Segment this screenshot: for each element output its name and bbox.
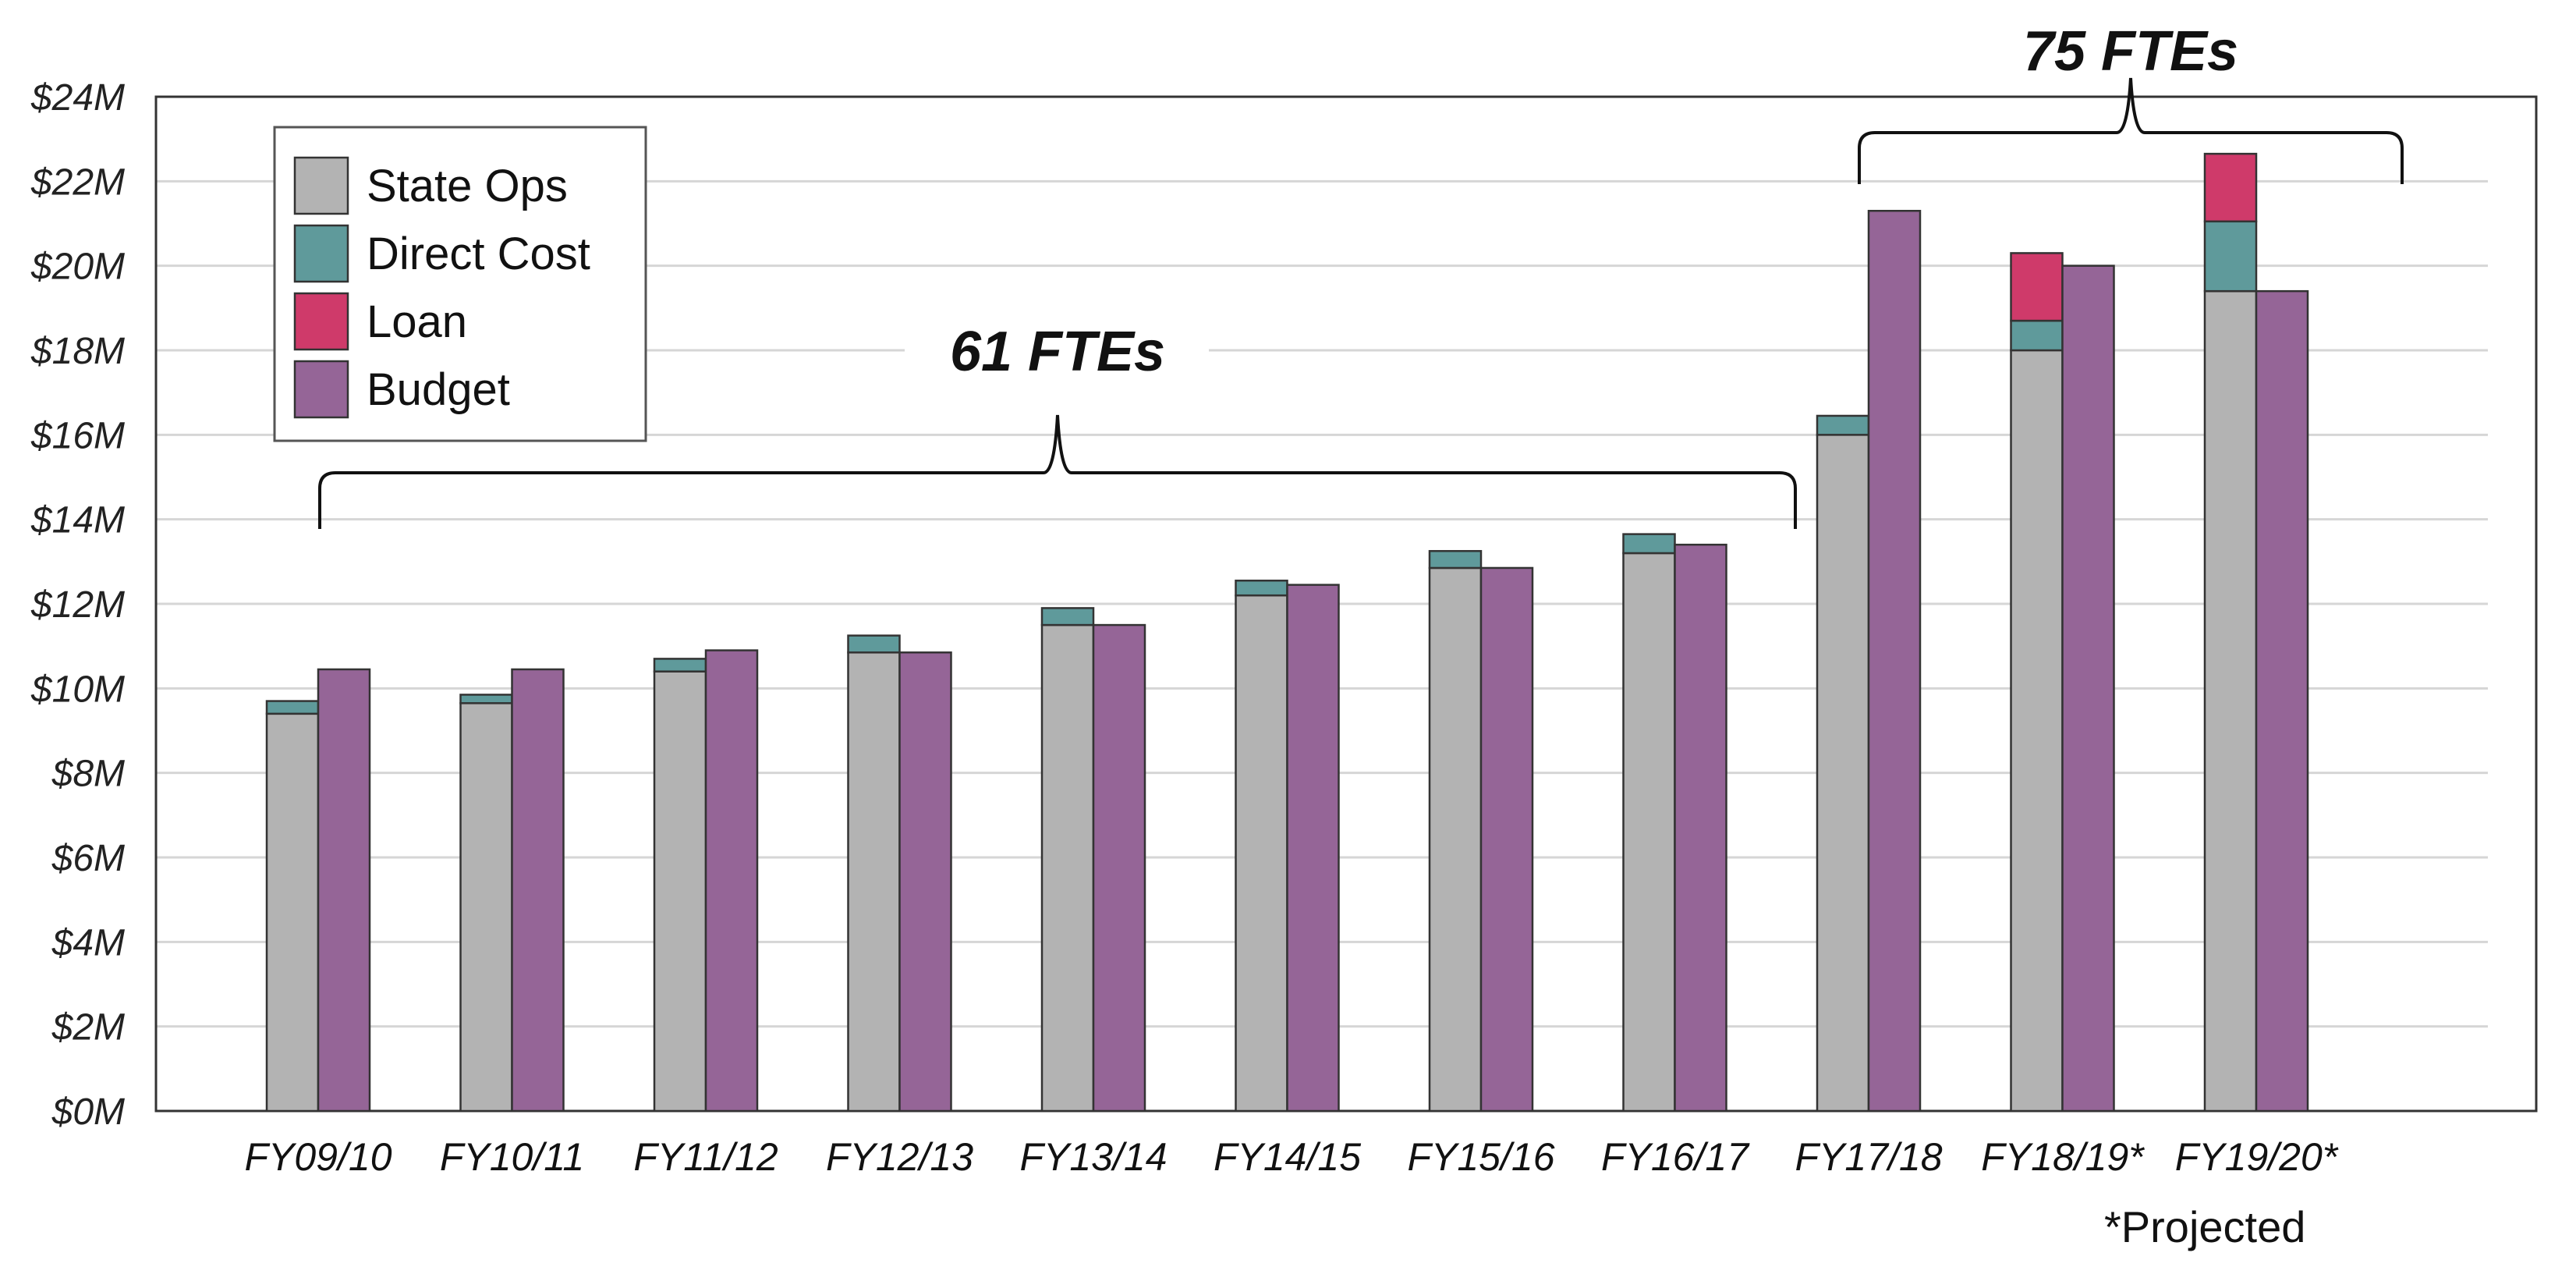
bar-budget (2061, 264, 2115, 1113)
bar-budget (1286, 584, 1340, 1113)
y-tick-label: $0M (51, 1091, 125, 1133)
legend-swatch-budget (293, 360, 349, 419)
bar-direct-cost (1428, 550, 1483, 570)
bar-budget (1674, 543, 1727, 1113)
bar-state-ops (1622, 552, 1676, 1113)
footnote-projected: *Projected (2104, 1202, 2305, 1251)
legend-swatch-loan (293, 292, 349, 351)
bracket-61-ftes-shape (318, 414, 1797, 529)
legend: State Ops Direct Cost Loan Budget (273, 126, 647, 442)
bar-direct-cost (2203, 220, 2258, 293)
bar-state-ops (1235, 594, 1288, 1113)
bracket-75-ftes-label: 75 FTEs (2023, 20, 2238, 83)
legend-label-budget: Budget (367, 364, 510, 415)
y-tick-label: $8M (51, 754, 125, 795)
y-tick-label: $10M (30, 669, 125, 710)
bracket-75-ftes-shape (1858, 77, 2404, 184)
y-tick-label: $14M (30, 500, 125, 541)
bar-loan (2010, 252, 2064, 322)
y-axis-ticks: $0M $2M $4M $6M $8M $10M $12M $14M $16M $18M $20M $… (30, 77, 125, 1133)
bar-direct-cost (2010, 319, 2064, 352)
x-tick-label: FY10/11 (440, 1135, 584, 1179)
label-mask (905, 316, 1209, 386)
x-tick-label: FY19/20* (2175, 1135, 2339, 1179)
bar-budget (317, 668, 371, 1113)
bar-state-ops (653, 670, 707, 1113)
y-tick-label: $18M (30, 331, 125, 372)
bar-budget (2255, 289, 2309, 1113)
legend-label-state-ops: State Ops (367, 161, 568, 211)
bars (265, 152, 2309, 1113)
bar-direct-cost (1235, 579, 1288, 597)
y-tick-label: $6M (51, 838, 125, 879)
bar-state-ops (1040, 623, 1095, 1113)
y-tick-label: $20M (30, 247, 125, 288)
bar-direct-cost (265, 700, 320, 715)
fte-brackets: 61 FTEs 75 FTEs (318, 20, 2404, 529)
y-tick-label: $22M (30, 161, 125, 203)
y-tick-label: $24M (30, 77, 125, 119)
bar-state-ops (2203, 289, 2258, 1113)
x-axis-ticks: FY09/10 FY10/11 FY11/12 FY12/13 FY13/14 FY14/… (244, 1135, 2338, 1179)
bar-state-ops (459, 702, 513, 1113)
bar-state-ops (2010, 349, 2064, 1113)
y-tick-label: $4M (51, 922, 125, 964)
x-tick-label: FY12/13 (826, 1135, 973, 1179)
x-tick-label: FY11/12 (633, 1135, 778, 1179)
bar-state-ops (1428, 566, 1483, 1113)
legend-label-direct-cost: Direct Cost (367, 229, 590, 279)
y-tick-label: $12M (30, 584, 125, 626)
bar-budget (704, 649, 759, 1113)
x-tick-label: FY09/10 (244, 1135, 392, 1179)
bar-direct-cost (1816, 414, 1870, 436)
bar-loan (2203, 152, 2258, 223)
bar-state-ops (1816, 434, 1870, 1113)
legend-label-loan: Loan (367, 296, 467, 347)
x-tick-label: FY15/16 (1407, 1135, 1554, 1179)
bar-direct-cost (1040, 607, 1095, 626)
legend-swatch-direct-cost (293, 224, 349, 283)
bar-budget (1867, 210, 1922, 1113)
bar-budget (511, 668, 565, 1113)
x-tick-label: FY17/18 (1795, 1135, 1942, 1179)
bar-state-ops (847, 651, 901, 1113)
bar-budget (1479, 566, 1534, 1113)
bar-direct-cost (653, 658, 707, 673)
x-tick-label: FY13/14 (1019, 1135, 1167, 1179)
bar-direct-cost (1622, 533, 1676, 555)
plot-frame (154, 95, 2538, 1113)
bar-budget (1092, 623, 1146, 1113)
bracket-61-ftes-label: 61 FTEs (950, 321, 1165, 383)
y-tick-label: $16M (30, 415, 125, 456)
bar-state-ops (265, 712, 320, 1113)
x-tick-label: FY18/19* (1981, 1135, 2145, 1179)
x-tick-label: FY14/15 (1214, 1135, 1361, 1179)
legend-swatch-state-ops (293, 156, 349, 215)
y-tick-label: $2M (51, 1007, 125, 1049)
bar-direct-cost (847, 634, 901, 654)
x-tick-label: FY16/17 (1601, 1135, 1750, 1179)
bar-direct-cost (459, 694, 513, 704)
bar-budget (898, 651, 952, 1113)
